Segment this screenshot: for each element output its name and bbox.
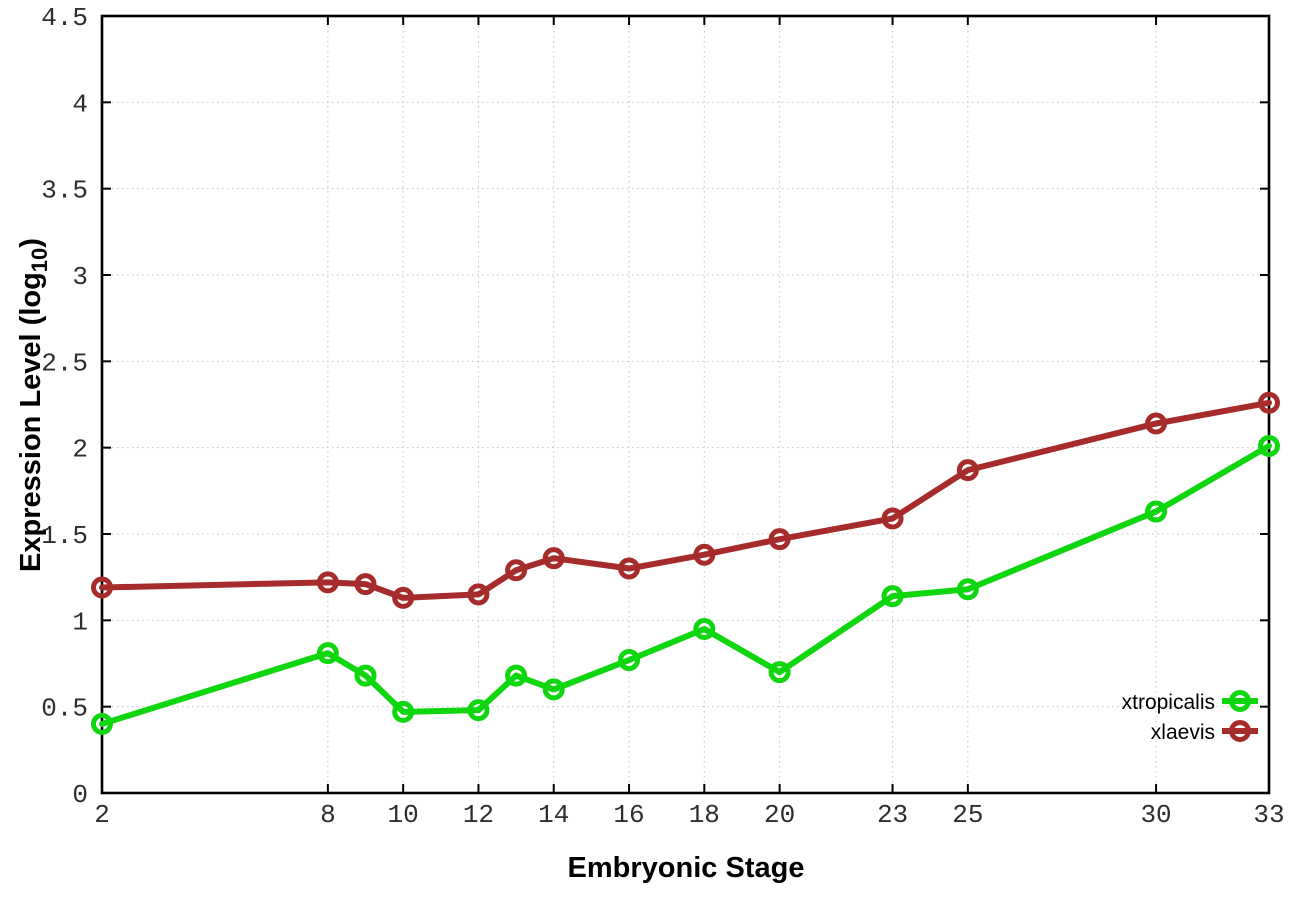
- x-tick-label: 16: [613, 800, 644, 830]
- data-point-xtropicalis: [618, 649, 641, 672]
- y-tick-label: 1.5: [41, 521, 88, 551]
- y-tick-label: 4.5: [41, 3, 88, 33]
- series-line-xlaevis: [99, 399, 1272, 601]
- data-point-xlaevis: [1258, 391, 1280, 414]
- data-point-xtropicalis: [392, 700, 415, 723]
- legend-label-xtropicalis: xtropicalis: [1122, 691, 1215, 714]
- data-point-xlaevis: [316, 571, 339, 594]
- legend-marker-circle-xlaevis: [1229, 720, 1251, 742]
- data-point-xtropicalis: [467, 699, 490, 722]
- tick-layer: 2 8 10 12 14 16 18 20 23 25 30 33 0 0.5 1 1.5 2 2.5 3 3.5 4 4…: [41, 3, 1284, 830]
- x-tick-label: 33: [1253, 800, 1284, 830]
- data-point-xtropicalis: [505, 664, 528, 687]
- data-point-xlaevis: [1145, 412, 1168, 435]
- x-axis-title: Embryonic Stage: [568, 852, 805, 884]
- x-tick-label: 30: [1140, 800, 1171, 830]
- plot-border: [100, 14, 1271, 795]
- data-point-xlaevis: [618, 557, 641, 580]
- y-tick-label: 4: [72, 89, 88, 119]
- axis-label-layer: Embryonic Stage Expression Level (log10): [15, 238, 804, 884]
- x-tick-label: 10: [388, 800, 419, 830]
- legend-marker-circle-xtropicalis: [1229, 690, 1251, 712]
- y-tick-label: 2.5: [41, 348, 88, 378]
- data-point-xtropicalis: [91, 712, 113, 735]
- series-layer: [91, 391, 1280, 735]
- data-point-xtropicalis: [956, 578, 979, 601]
- y-tick-label: 3.5: [41, 176, 88, 206]
- x-tick-label: 14: [538, 800, 569, 830]
- data-point-xlaevis: [956, 459, 979, 482]
- grid-layer: [102, 16, 1269, 793]
- x-tick-label: 20: [764, 800, 795, 830]
- legend: xtropicalis xlaevis: [1122, 690, 1258, 744]
- x-tick-label: 8: [320, 800, 336, 830]
- y-axis-title: Expression Level (log10): [15, 238, 52, 572]
- data-point-xlaevis: [881, 507, 904, 530]
- x-tick-label: 18: [689, 800, 720, 830]
- y-tick-label: 0: [72, 780, 88, 810]
- legend-label-xlaevis: xlaevis: [1151, 721, 1215, 744]
- data-point-xtropicalis: [768, 661, 791, 684]
- x-tick-label: 23: [877, 800, 908, 830]
- x-tick-label: 2: [94, 800, 110, 830]
- data-point-xtropicalis: [542, 678, 565, 701]
- y-tick-label: 3: [72, 262, 88, 292]
- data-point-xtropicalis: [693, 617, 716, 640]
- data-point-xtropicalis: [1258, 434, 1280, 457]
- plot-border-layer: [100, 14, 1271, 795]
- y-tick-label: 2: [72, 435, 88, 465]
- data-point-xlaevis: [542, 547, 565, 570]
- data-point-xlaevis: [467, 583, 490, 606]
- data-point-xlaevis: [505, 559, 528, 582]
- data-point-xlaevis: [392, 586, 415, 609]
- data-point-xlaevis: [91, 576, 113, 599]
- data-point-xtropicalis: [1145, 500, 1168, 523]
- data-point-xlaevis: [768, 528, 791, 551]
- x-tick-label: 12: [463, 800, 494, 830]
- data-point-xlaevis: [354, 573, 377, 596]
- data-point-xtropicalis: [354, 664, 377, 687]
- data-point-xlaevis: [693, 543, 716, 566]
- y-tick-label: 0.5: [41, 694, 88, 724]
- data-point-xtropicalis: [316, 642, 339, 665]
- x-tick-label: 25: [952, 800, 983, 830]
- data-point-xtropicalis: [881, 585, 904, 608]
- y-tick-label: 1: [72, 607, 88, 637]
